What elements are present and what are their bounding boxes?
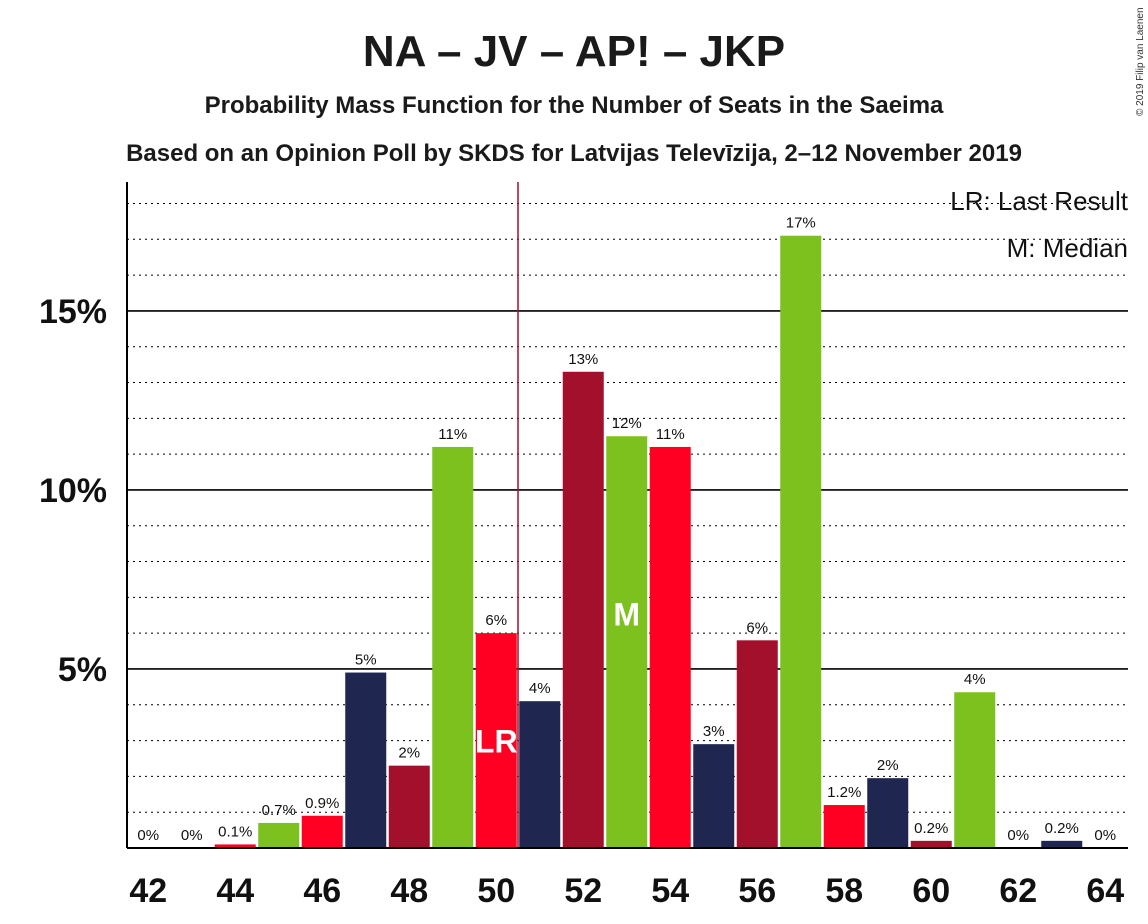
x-tick-label: 44 [216, 872, 254, 910]
y-tick-label: 5% [58, 651, 107, 689]
bar-seat-47 [345, 672, 387, 848]
bar-seat-54 [649, 446, 691, 848]
data-label-seat-45: 0.7% [262, 802, 296, 819]
data-label-seat-49: 11% [438, 426, 467, 443]
x-tick-label: 60 [912, 872, 950, 910]
bar-seat-45 [258, 822, 300, 848]
bar-seat-59 [867, 778, 909, 848]
chart-title: NA – JV – AP! – JKP [363, 27, 785, 76]
x-tick-label: 48 [390, 872, 428, 910]
bar-seat-61 [954, 692, 996, 848]
legend-last-result: LR: Last Result [950, 186, 1129, 216]
x-tick-label: 54 [651, 872, 689, 910]
data-label-seat-47: 5% [355, 652, 377, 669]
copyright-text: © 2019 Filip van Laenen [1135, 7, 1146, 116]
bar-seat-57 [780, 235, 822, 849]
x-tick-label: 52 [564, 872, 602, 910]
data-label-seat-55: 3% [703, 723, 725, 740]
x-tick-label: 58 [825, 872, 863, 910]
bar-seat-48 [388, 765, 430, 848]
data-label-seat-44: 0.1% [218, 823, 252, 840]
data-label-seat-50: 6% [485, 612, 507, 629]
data-label-seat-52: 13% [568, 351, 598, 368]
x-tick-label: 62 [999, 872, 1037, 910]
y-axis-ticks: 5% 10% 15% [39, 293, 107, 689]
chart-subtitle-2: Based on an Opinion Poll by SKDS for Lat… [126, 140, 1022, 167]
data-label-seat-64: 0% [1094, 827, 1116, 844]
y-tick-label: 10% [39, 472, 107, 510]
data-label-seat-63: 0.2% [1045, 820, 1079, 837]
markers: LR M [475, 596, 640, 759]
data-label-seat-61: 4% [964, 671, 986, 688]
bar-seat-46 [301, 815, 343, 848]
bar-seat-55 [693, 744, 735, 848]
chart-subtitle-1: Probability Mass Function for the Number… [205, 92, 944, 119]
bar-seat-63 [1041, 840, 1083, 848]
x-tick-label: 64 [1086, 872, 1124, 910]
data-label-seat-46: 0.9% [305, 795, 339, 812]
bars [214, 235, 1083, 849]
x-axis-ticks: 42 44 46 48 50 52 54 56 58 60 62 64 [129, 872, 1124, 910]
bar-seat-49 [432, 446, 474, 848]
data-label-seat-60: 0.2% [914, 820, 948, 837]
data-label-seat-62: 0% [1007, 827, 1029, 844]
data-label-seat-59: 2% [877, 757, 899, 774]
bar-seat-44 [214, 844, 256, 848]
bar-seat-51 [519, 701, 561, 848]
bar-seat-56 [736, 640, 778, 848]
x-tick-label: 46 [303, 872, 341, 910]
data-label-seat-48: 2% [398, 745, 420, 762]
x-tick-label: 50 [477, 872, 515, 910]
data-label-seat-57: 17% [786, 215, 816, 232]
bar-seat-58 [823, 805, 865, 848]
data-label-seat-58: 1.2% [827, 784, 861, 801]
median-marker: M [613, 596, 640, 632]
bar-seat-53 [606, 436, 648, 848]
data-label-seat-56: 6% [746, 619, 768, 636]
data-labels: 0% 0% 0.1% 0.7% 0.9% 5% 2% 11% 6% 4% 13% 12% 11% 3% 6%… [137, 215, 1116, 844]
data-label-seat-42: 0% [137, 827, 159, 844]
data-label-seat-54: 11% [656, 426, 685, 443]
x-tick-label: 56 [738, 872, 776, 910]
data-label-seat-43: 0% [181, 827, 203, 844]
data-label-seat-53: 12% [612, 415, 642, 432]
legend-median: M: Median [1007, 233, 1128, 263]
bar-seat-50 [475, 633, 517, 848]
x-tick-label: 42 [129, 872, 167, 910]
data-label-seat-51: 4% [529, 680, 551, 697]
last-result-marker: LR [475, 724, 518, 760]
y-tick-label: 15% [39, 293, 107, 331]
bar-seat-52 [562, 371, 604, 848]
bar-seat-60 [910, 840, 952, 848]
